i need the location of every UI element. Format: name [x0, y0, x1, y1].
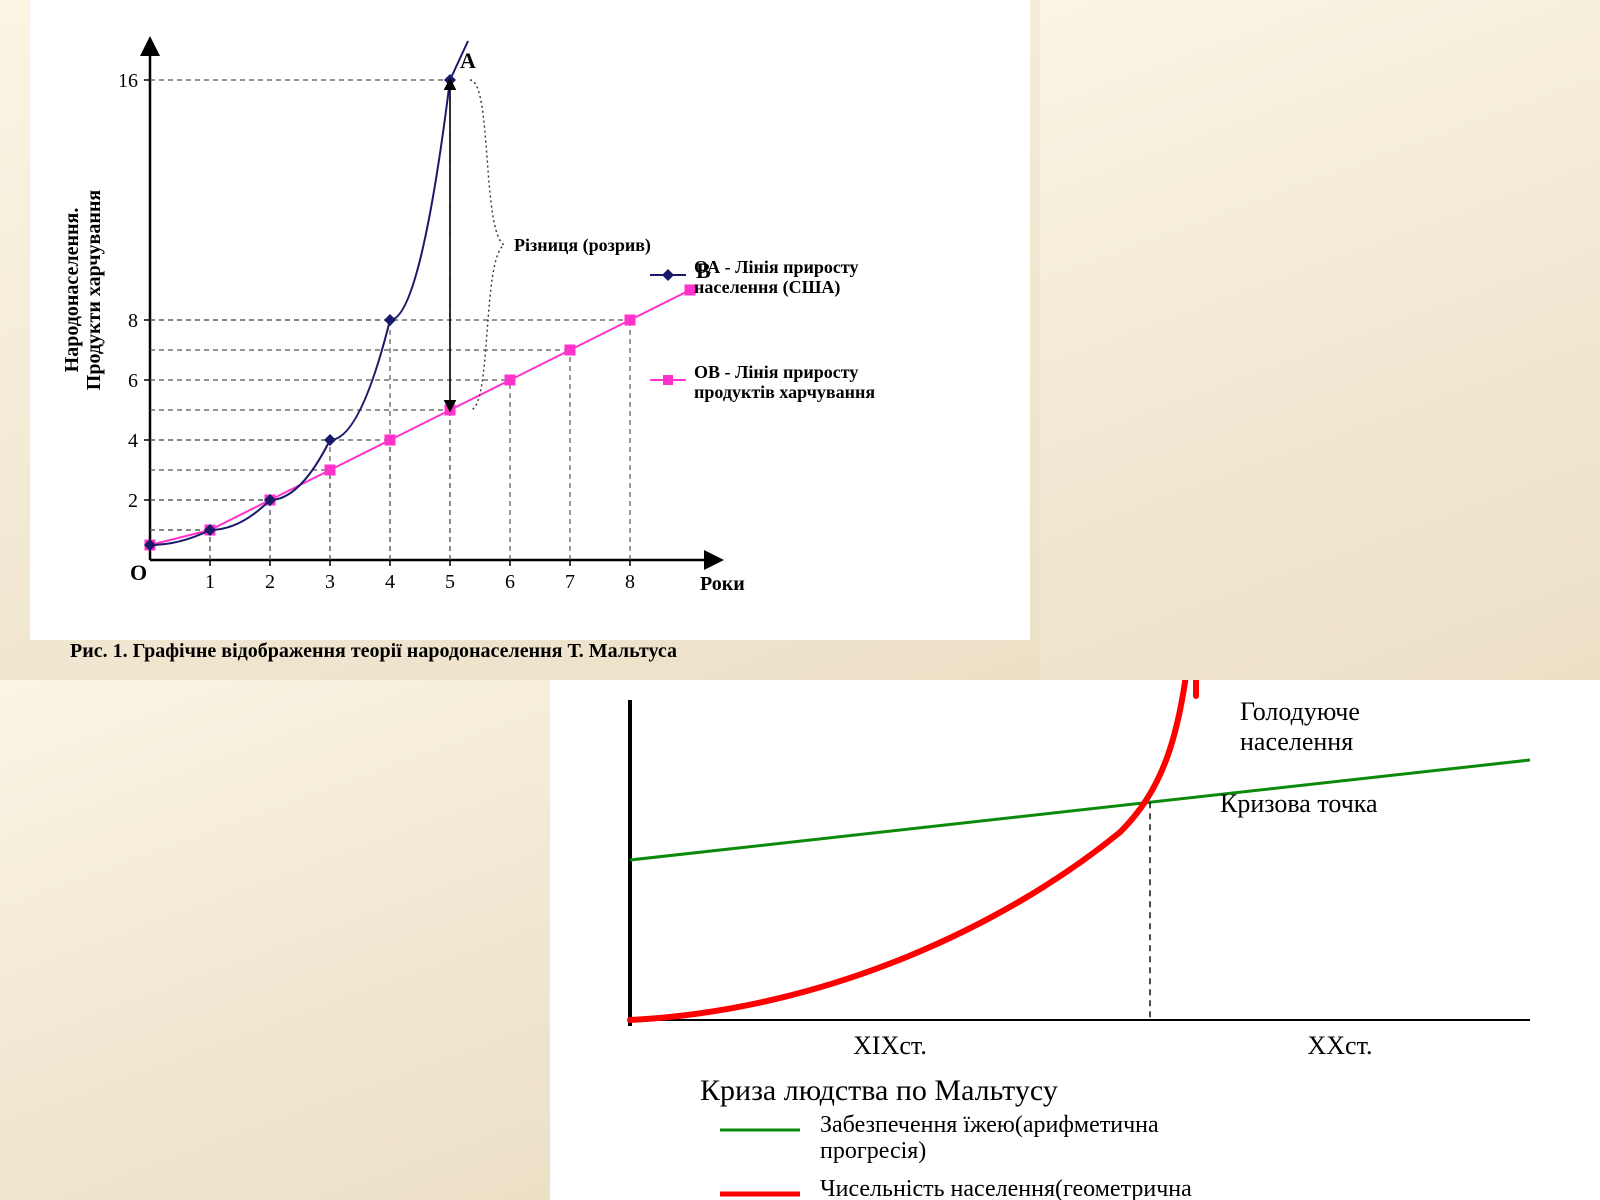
- x-tick-label: 7: [565, 571, 575, 593]
- y-tick-label: 2: [128, 490, 138, 512]
- y-tick-label: 6: [128, 370, 138, 392]
- legend-oa: ОА - Лінія приростунаселення (США): [694, 257, 858, 298]
- origin-label: O: [130, 560, 147, 585]
- legend-red: Чисельність населення(геометричнапрогрес…: [820, 1176, 1192, 1200]
- y-tick-label: 4: [128, 430, 138, 452]
- line-food: [630, 760, 1530, 860]
- series-ob-marker: [565, 345, 575, 355]
- x-tick-label: 6: [505, 571, 515, 593]
- chart-malthus-1: 12345678246816OВАРізниця (розрив)РокиНар…: [30, 0, 1030, 640]
- x-tick-label: 4: [385, 571, 395, 593]
- series-ob-marker: [505, 375, 515, 385]
- series-ob-line: [150, 290, 690, 545]
- chart1-caption: Рис. 1. Графічне відображення теорії нар…: [70, 640, 677, 663]
- x-tick-label: 3: [325, 571, 335, 593]
- y-tick-label: 8: [128, 310, 138, 332]
- x-tick-label: 2: [265, 571, 275, 593]
- x-tick-label: ХІХст.: [853, 1031, 927, 1060]
- gap-brace: [470, 80, 504, 410]
- x-tick-label: 1: [205, 571, 215, 593]
- starving-label: Голодуюченаселення: [1240, 697, 1360, 756]
- background-panel: [1040, 0, 1600, 680]
- gap-label: Різниця (розрив): [514, 235, 651, 256]
- legend-green: Забезпечення їжею(арифметичнапрогресія): [820, 1112, 1159, 1164]
- chart-malthus-2: Кризова точка Голодуюченаселення ХІХст. ХХс…: [550, 680, 1600, 1200]
- x-axis-label: Роки: [700, 573, 745, 595]
- series-oa-marker: [384, 314, 396, 326]
- series-ob-marker: [625, 315, 635, 325]
- x-tick-label: 8: [625, 571, 635, 593]
- chart2-title: Криза людства по Мальтусу: [700, 1074, 1058, 1107]
- y-axis-label: Народонаселення.Продукти харчування: [61, 190, 105, 391]
- background-panel: [0, 680, 550, 1200]
- legend-ob: ОВ - Лінія прироступродуктів харчування: [694, 362, 875, 402]
- endpoint-a-label: А: [460, 48, 476, 73]
- x-tick-label: ХХст.: [1308, 1031, 1373, 1060]
- series-ob-marker: [385, 435, 395, 445]
- crisis-label: Кризова точка: [1220, 789, 1378, 818]
- series-ob-marker: [325, 465, 335, 475]
- series-oa-marker: [324, 434, 336, 446]
- x-tick-label: 5: [445, 571, 455, 593]
- y-tick-label: 16: [118, 70, 138, 92]
